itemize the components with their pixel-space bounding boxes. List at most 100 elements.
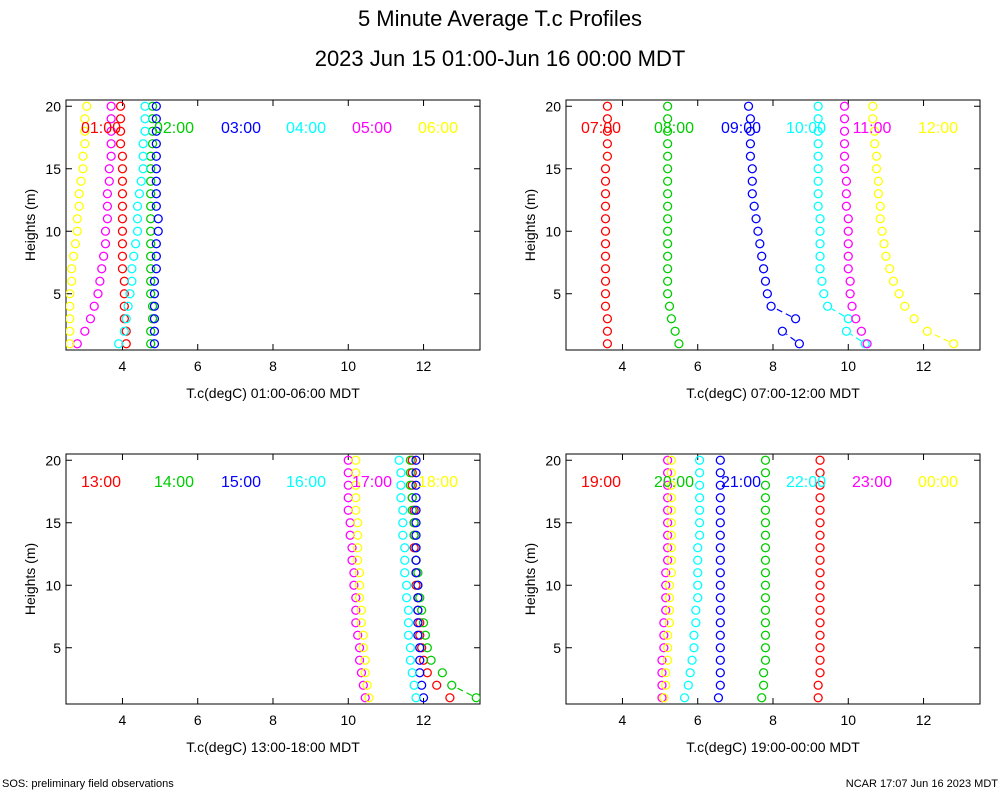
data-point <box>657 655 667 665</box>
data-point <box>360 693 370 703</box>
data-point <box>662 643 673 653</box>
data-point <box>760 480 771 490</box>
x-tick-label: 10 <box>840 358 856 374</box>
data-point <box>409 680 419 690</box>
data-point <box>815 518 825 528</box>
x-tick-label: 6 <box>694 712 702 728</box>
data-point <box>666 468 677 478</box>
data-point <box>66 276 77 286</box>
data-point <box>815 655 825 665</box>
legend-label-0900: 09:00 <box>721 120 761 137</box>
data-point <box>879 239 889 249</box>
data-point <box>662 251 673 261</box>
data-point <box>819 289 829 299</box>
data-point <box>813 151 823 161</box>
data-marks <box>657 455 825 703</box>
data-point <box>600 176 611 186</box>
data-point <box>751 214 761 224</box>
panel-1: 4 6 8 10 12 5 10 15 20 T.c(degC) 01:00-06:00 MDT H… <box>22 98 481 401</box>
data-point <box>815 226 825 236</box>
legend-label-1800: 18:00 <box>418 474 458 491</box>
data-point <box>351 455 361 465</box>
data-point <box>813 164 823 174</box>
data-point <box>151 101 161 111</box>
data-point <box>661 593 671 603</box>
data-point <box>602 101 613 111</box>
data-point <box>777 326 788 336</box>
data-point <box>659 643 669 653</box>
data-point <box>664 605 675 615</box>
data-point <box>664 593 675 603</box>
data-point <box>679 693 690 703</box>
series-0300 <box>149 101 163 349</box>
series-1300 <box>407 455 455 703</box>
data-point <box>845 276 855 286</box>
data-point <box>662 518 673 528</box>
data-point <box>132 214 143 224</box>
data-point <box>125 289 135 299</box>
data-point <box>815 493 825 503</box>
data-point <box>602 139 613 149</box>
data-point <box>146 226 156 236</box>
legend-label-0700: 07:00 <box>581 120 621 137</box>
data-point <box>400 555 410 565</box>
data-point <box>89 301 99 311</box>
data-point <box>683 680 693 690</box>
data-point <box>662 151 673 161</box>
series-connector <box>931 332 950 343</box>
x-tick-label: 8 <box>269 358 277 374</box>
data-point <box>356 668 367 678</box>
data-point <box>351 605 361 615</box>
data-point <box>146 276 156 286</box>
data-point <box>70 239 81 249</box>
data-point <box>843 314 853 324</box>
data-point <box>121 314 131 324</box>
series-0800 <box>662 101 684 349</box>
series-0600 <box>66 101 92 349</box>
data-point <box>766 301 776 311</box>
x-tick-label: 10 <box>340 712 356 728</box>
series-1600 <box>394 455 421 703</box>
data-point <box>66 264 77 274</box>
data-point <box>715 518 725 528</box>
data-point <box>445 693 455 703</box>
data-point <box>666 530 677 540</box>
data-point <box>662 226 673 236</box>
data-point <box>146 264 156 274</box>
data-point <box>351 593 361 603</box>
panel-3: 4 6 8 10 12 5 10 15 20 T.c(degC) 13:00-18:00 MDT H… <box>22 452 481 755</box>
data-point <box>745 139 756 149</box>
data-point <box>715 480 725 490</box>
data-point <box>66 289 75 299</box>
legend-label-2300: 23:00 <box>852 474 892 491</box>
data-point <box>117 176 128 186</box>
data-point <box>662 630 673 640</box>
data-point <box>82 101 92 111</box>
data-point <box>822 301 833 311</box>
data-point <box>117 251 128 261</box>
data-point <box>400 543 410 553</box>
data-point <box>354 580 365 590</box>
data-point <box>841 176 852 186</box>
data-point <box>600 164 611 174</box>
data-point <box>117 164 128 174</box>
data-point <box>417 680 427 690</box>
data-point <box>815 480 825 490</box>
data-point <box>715 618 725 628</box>
data-point <box>662 214 673 224</box>
plot-frame <box>565 99 981 351</box>
data-point <box>694 518 705 528</box>
data-point <box>127 276 137 286</box>
data-point <box>358 630 368 640</box>
legend-label-1600: 16:00 <box>286 474 326 491</box>
data-point <box>600 251 611 261</box>
y-tick-label: 20 <box>45 98 61 114</box>
data-point <box>760 630 771 640</box>
data-point <box>813 176 823 186</box>
data-point <box>413 618 423 628</box>
data-point <box>659 630 669 640</box>
data-point <box>661 668 671 678</box>
data-point <box>666 505 677 515</box>
data-point <box>815 630 825 640</box>
data-point <box>815 568 825 578</box>
